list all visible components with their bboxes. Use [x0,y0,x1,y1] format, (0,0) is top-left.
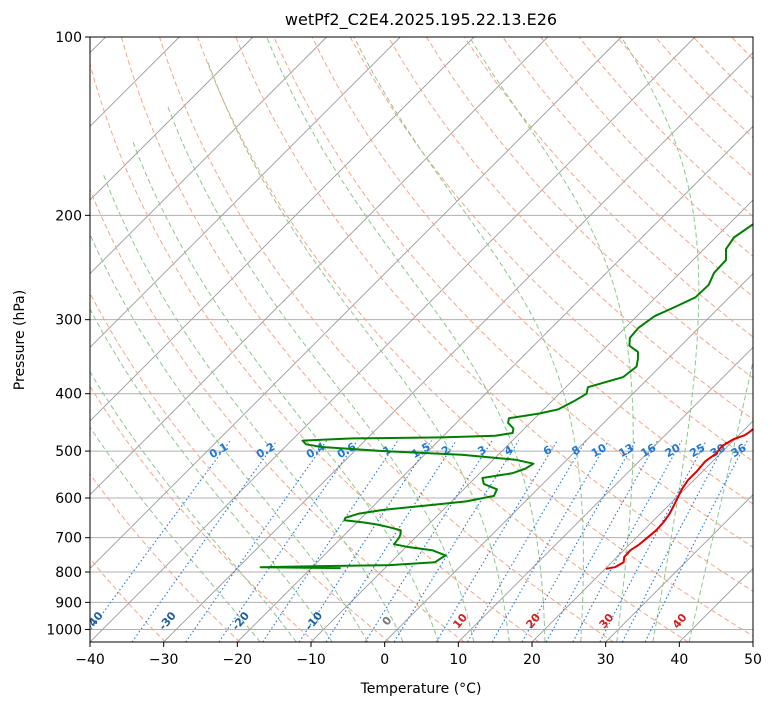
isotherm [90,37,327,275]
x-tick-label: 20 [523,652,541,668]
mixing-ratio-line [325,440,457,642]
moist-adiabat [620,37,700,642]
mixing-ratio-line [435,440,558,642]
dewpoint-line [259,223,753,570]
y-tick-label: 800 [55,565,82,581]
y-tick-label: 200 [55,208,82,224]
dry-adiabat [273,37,753,548]
y-tick-label: 400 [55,387,82,403]
moist-adiabat [90,426,261,642]
plot-frame [89,36,754,643]
moist-adiabat [353,37,584,642]
isotherm [310,199,753,642]
mixing-ratio-line [262,440,399,642]
isotherm [90,37,475,422]
dry-adiabat [90,557,166,642]
x-tick-label: −30 [149,652,179,668]
mixing-ratio-line [644,440,748,642]
chart-title: wetPf2_C2E4.2025.195.22.13.E26 [285,10,557,30]
mixing-ratio-line [393,440,520,642]
dry-adiabat [770,37,775,642]
isotherm [90,37,401,348]
mixing-ratio-lines [90,440,748,642]
y-tick-label: 300 [55,313,82,329]
moist-adiabat [132,141,439,642]
isotherm [458,346,753,642]
temperature-line [605,427,753,570]
moist-adiabat [90,308,333,642]
moist-adiabat [688,358,753,642]
moist-adiabat [207,61,510,642]
mixing-ratio-line [298,440,432,642]
moist-adiabat [266,37,546,642]
dry-adiabat [235,37,753,592]
dry-adiabat [90,473,241,642]
isotherm [384,273,753,642]
mixing-ratio-line [545,440,659,642]
y-axis-title: Pressure (hPa) [12,290,28,390]
mixing-ratio-line [364,440,493,642]
isotherm [90,37,622,569]
mixing-ratio-line [90,440,231,632]
mixing-ratio-line [185,440,328,642]
isotherm [531,420,753,642]
mixing-ratio-line [467,440,587,642]
mixing-ratio-line [521,440,637,642]
dry-adiabats [90,37,775,642]
isotherm [605,494,753,642]
y-axis: 100 200 300 400 500 600 700 800 900 1000 [46,30,90,638]
y-tick-label: 600 [55,491,82,507]
x-tick-label: 0 [380,652,389,668]
isotherm [90,37,254,201]
moist-adiabat [102,173,404,642]
dry-adiabat [464,37,753,338]
x-axis: −40 −30 −20 −10 0 10 20 30 40 50 [75,642,762,668]
moist-adiabats [90,37,753,642]
mixing-ratio-line [131,440,278,642]
y-tick-label: 500 [55,444,82,460]
dry-adiabat [90,62,540,642]
y-tick-label: 1000 [46,622,82,638]
dry-adiabat [120,37,614,642]
isotherm [752,641,753,642]
mixing-ratio-line [491,440,609,642]
dry-adiabat [425,37,753,379]
x-tick-label: 30 [597,652,615,668]
dry-adiabat [349,37,753,462]
isotherm [90,37,696,642]
x-tick-label: −10 [296,652,326,668]
profile-series [259,223,753,570]
x-tick-label: 10 [449,652,467,668]
x-tick-label: −20 [223,652,253,668]
isotherm [90,37,548,496]
moist-adiabat [166,104,475,642]
y-tick-label: 100 [55,30,82,46]
y-tick-label: 700 [55,531,82,547]
x-tick-label: 50 [744,652,762,668]
dry-adiabat [90,292,390,642]
mixing-ratio-line [572,440,683,642]
dry-adiabat [159,37,689,642]
x-tick-label: −40 [75,652,105,668]
isotherm [237,125,753,642]
x-tick-label: 40 [670,652,688,668]
y-tick-label: 900 [55,595,82,611]
x-axis-title: Temperature (°C) [360,681,482,697]
moist-adiabat [90,232,369,642]
pressure-grid [90,37,753,630]
dry-adiabat [90,188,465,642]
dry-adiabat [197,37,753,637]
dry-adiabat-label: -50 [10,609,33,633]
dry-adiabat [90,385,316,642]
